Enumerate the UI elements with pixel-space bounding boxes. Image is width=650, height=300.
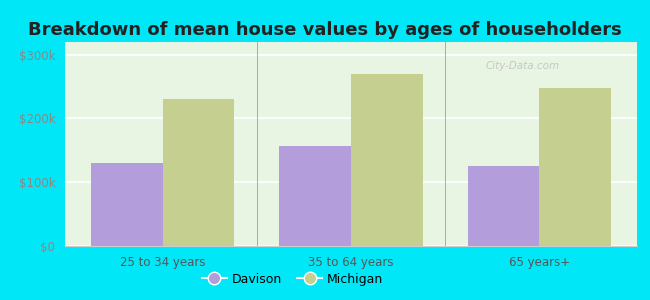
Bar [468,166,540,246]
Bar [91,163,162,246]
Bar [280,146,351,246]
Text: Breakdown of mean house values by ages of householders: Breakdown of mean house values by ages o… [28,21,622,39]
Bar [540,88,611,246]
Bar [162,99,234,246]
Legend: Davison, Michigan: Davison, Michigan [197,268,388,291]
Bar [351,74,422,246]
Text: City-Data.com: City-Data.com [486,61,560,71]
